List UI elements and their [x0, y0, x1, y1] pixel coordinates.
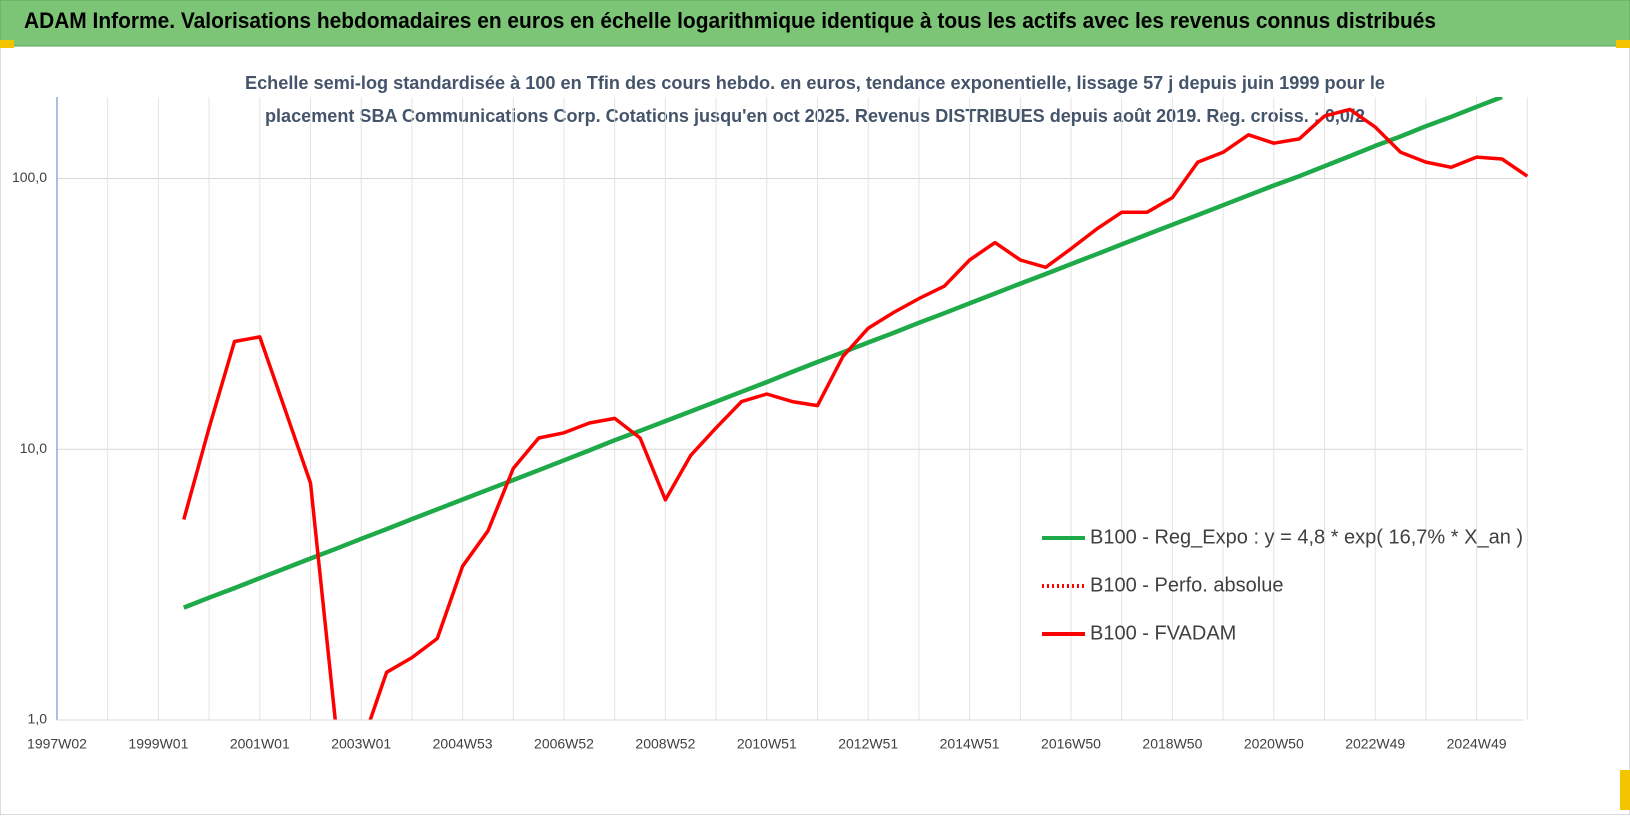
x-tick-label: 2016W50: [1041, 736, 1101, 752]
x-tick-label: 2014W51: [940, 736, 1000, 752]
x-tick-label: 2004W53: [433, 736, 493, 752]
corner: [1616, 40, 1630, 48]
x-tick-label: 1999W01: [128, 736, 188, 752]
x-tick-label: 2008W52: [635, 736, 695, 752]
chart-subtitle: placement SBA Communications Corp. Cotat…: [265, 106, 1365, 126]
grid: [57, 97, 1528, 721]
x-tick-label: 2022W49: [1345, 736, 1405, 752]
x-tick-label: 2020W50: [1244, 736, 1304, 752]
y-tick-label: 10,0: [20, 440, 47, 456]
title-bar: [0, 0, 1630, 47]
corner: [0, 40, 14, 48]
legend-label: B100 - Perfo. absolue: [1090, 574, 1283, 596]
corner: [1620, 770, 1630, 810]
x-tick-label: 2003W01: [331, 736, 391, 752]
x-tick-label: 2024W49: [1447, 736, 1507, 752]
x-tick-label: 2001W01: [230, 736, 290, 752]
y-tick-label: 100,0: [12, 169, 47, 185]
x-tick-label: 1997W02: [27, 736, 87, 752]
x-tick-label: 2006W52: [534, 736, 594, 752]
y-tick-label: 1,0: [28, 711, 48, 727]
series-line: [182, 107, 1529, 720]
x-tick-label: 2018W50: [1142, 736, 1202, 752]
x-tick-label: 2012W51: [838, 736, 898, 752]
x-tick-label: 2010W51: [737, 736, 797, 752]
plot: [182, 97, 1529, 720]
legend-label: B100 - FVADAM: [1090, 622, 1236, 644]
series-line: [182, 97, 1503, 610]
legend-label: B100 - Reg_Expo : y = 4,8 * exp( 16,7% *…: [1090, 526, 1523, 548]
chart-subtitle: Echelle semi-log standardisée à 100 en T…: [245, 73, 1385, 93]
chart-title: ADAM Informe. Valorisations hebdomadaire…: [24, 8, 1436, 33]
